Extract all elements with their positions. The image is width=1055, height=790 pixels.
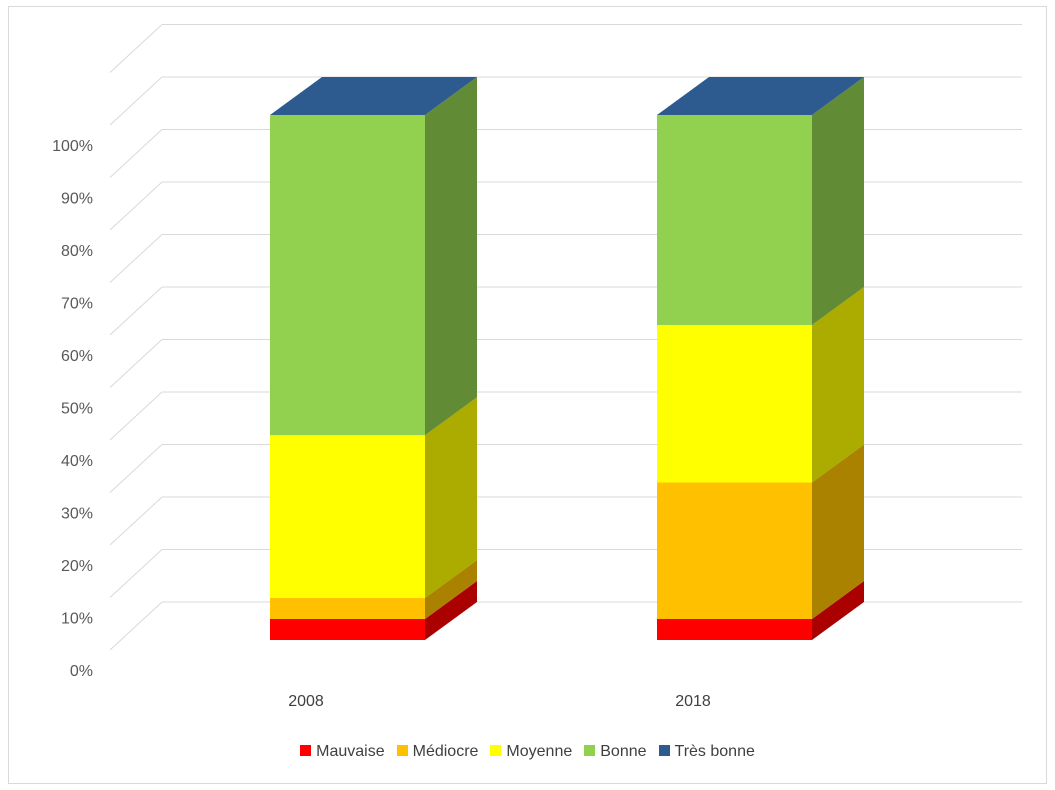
bar-side-2018-médiocre	[812, 444, 864, 619]
bar-segment-2008-médiocre	[270, 598, 425, 619]
y-tick-label: 30%	[61, 506, 93, 523]
bar-side-2008-moyenne	[425, 397, 477, 598]
y-tick-label: 90%	[61, 191, 93, 208]
bar-side-2008-médiocre	[425, 560, 477, 619]
legend-label: Médiocre	[412, 743, 479, 760]
bar-segment-2018-médiocre	[657, 482, 812, 619]
chart-legend: Mauvaise Médiocre Moyenne Bonne Très bonne	[0, 743, 1055, 761]
gridline-diagonal	[109, 286, 163, 336]
bar-top-2018	[657, 77, 864, 115]
gridline-diagonal	[109, 444, 163, 493]
legend-item: Très bonne	[658, 743, 755, 761]
gridline-diagonal	[109, 549, 163, 598]
bar-segment-2008-mauvaise	[270, 619, 425, 640]
legend-label: Bonne	[600, 743, 647, 760]
bar-segment-2008-moyenne	[270, 435, 425, 598]
gridline-diagonal	[109, 234, 163, 283]
legend-item: Moyenne	[490, 743, 572, 761]
y-tick-label: 0%	[70, 663, 93, 680]
legend-swatch	[584, 745, 596, 756]
category-label: 2018	[675, 693, 711, 710]
legend-swatch	[396, 745, 408, 756]
bar-segment-2018-mauvaise	[657, 619, 812, 640]
legend-swatch	[300, 745, 312, 756]
gridline-diagonal	[109, 24, 163, 73]
gridline-diagonal	[109, 391, 163, 441]
bar-segment-2008-bonne	[270, 115, 425, 436]
gridline-diagonal	[109, 496, 163, 546]
bar-side-2018-mauvaise	[812, 581, 864, 640]
legend-item: Mauvaise	[300, 743, 385, 761]
y-tick-label: 60%	[61, 348, 93, 365]
legend-item: Médiocre	[396, 743, 479, 761]
bar-top-2008	[270, 77, 477, 115]
y-tick-label: 10%	[61, 611, 93, 628]
y-tick-label: 20%	[61, 558, 93, 575]
y-tick-label: 70%	[61, 296, 93, 313]
y-tick-label: 80%	[61, 243, 93, 260]
gridline-diagonal	[109, 181, 163, 231]
gridline-diagonal	[109, 601, 163, 651]
bar-side-2008-bonne	[425, 77, 477, 436]
chart-frame	[8, 6, 1047, 784]
gridline-diagonal	[109, 76, 163, 126]
bar-segment-2018-bonne	[657, 115, 812, 325]
category-label: 2008	[288, 693, 324, 710]
y-tick-label: 50%	[61, 401, 93, 418]
gridline-diagonal	[109, 339, 163, 388]
bar-side-2008-mauvaise	[425, 581, 477, 640]
legend-label: Moyenne	[506, 743, 573, 760]
legend-label: Mauvaise	[316, 743, 385, 760]
legend-swatch	[658, 745, 670, 756]
bar-side-2018-moyenne	[812, 287, 864, 483]
bar-segment-2018-moyenne	[657, 325, 812, 483]
y-tick-label: 40%	[61, 453, 93, 470]
legend-item: Bonne	[584, 743, 647, 761]
legend-label: Très bonne	[674, 743, 755, 760]
gridline-diagonal	[109, 129, 163, 178]
y-tick-label: 100%	[52, 138, 93, 155]
legend-swatch	[490, 745, 502, 756]
bar-side-2018-bonne	[812, 77, 864, 325]
